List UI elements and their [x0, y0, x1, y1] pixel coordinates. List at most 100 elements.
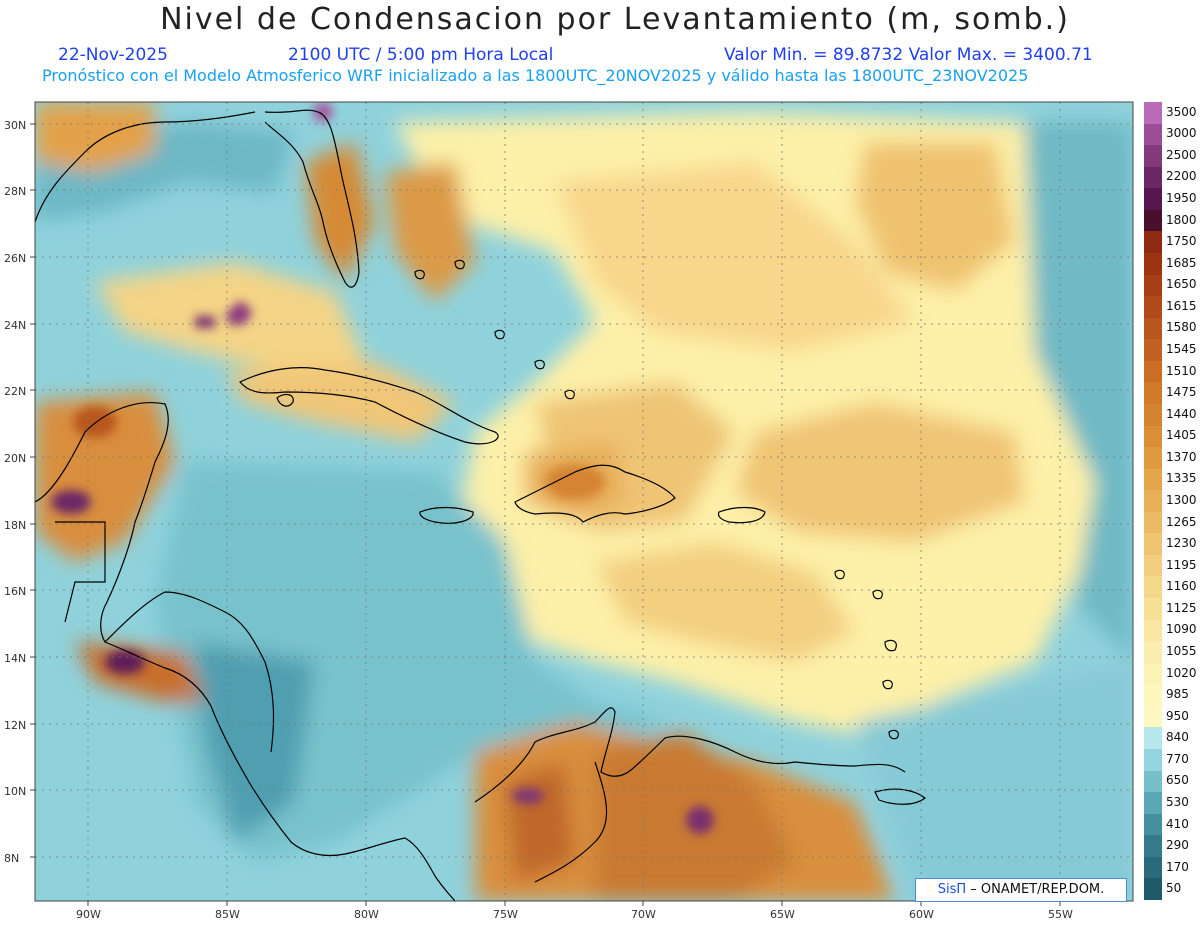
legend-swatch [1144, 123, 1162, 146]
lat-label: 26N [4, 252, 26, 265]
forecast-date: 22-Nov-2025 [58, 45, 168, 65]
legend-label: 1055 [1166, 643, 1197, 658]
lat-label: 8N [4, 852, 19, 865]
credit-org: – ONAMET/REP.DOM. [966, 882, 1105, 897]
legend-label: 290 [1166, 838, 1189, 853]
legend-swatch [1144, 835, 1162, 858]
lat-label: 12N [4, 719, 26, 732]
legend-swatch [1144, 468, 1162, 491]
legend-label: 1020 [1166, 665, 1197, 680]
legend-swatch [1144, 511, 1162, 534]
legend-label: 530 [1166, 794, 1189, 809]
legend-swatch [1144, 856, 1162, 879]
map-title: Nivel de Condensacion por Levantamiento … [160, 2, 1070, 37]
lon-label: 75W [493, 908, 518, 921]
legend-label: 2500 [1166, 147, 1197, 162]
legend-swatch [1144, 102, 1162, 125]
lat-label: 22N [4, 385, 26, 398]
legend-label: 1545 [1166, 342, 1197, 357]
legend-swatch [1144, 425, 1162, 448]
lat-label: 30N [4, 119, 26, 132]
legend-label: 650 [1166, 773, 1189, 788]
lon-label: 60W [909, 908, 934, 921]
legend-swatch [1144, 317, 1162, 340]
legend-label: 1475 [1166, 385, 1197, 400]
legend-swatch [1144, 749, 1162, 772]
color-legend [1144, 102, 1162, 901]
lon-label: 55W [1048, 908, 1073, 921]
legend-swatch [1144, 188, 1162, 211]
legend-swatch [1144, 727, 1162, 750]
legend-swatch [1144, 447, 1162, 470]
legend-swatch [1144, 145, 1162, 168]
legend-swatch [1144, 360, 1162, 383]
axis-frame: 30N 28N 26N 24N 22N 20N 18N 16N 14N 12N … [4, 101, 1134, 921]
legend-swatch [1144, 554, 1162, 577]
legend-label: 1125 [1166, 600, 1197, 615]
lon-label: 90W [76, 908, 101, 921]
legend-swatch [1144, 274, 1162, 297]
legend-label: 1440 [1166, 406, 1197, 421]
legend-label: 1510 [1166, 363, 1197, 378]
legend-label: 1335 [1166, 471, 1197, 486]
legend-swatch [1144, 166, 1162, 189]
lat-label: 24N [4, 319, 26, 332]
lcl-map [35, 102, 1133, 901]
legend-label: 1615 [1166, 298, 1197, 313]
legend-label: 3500 [1166, 104, 1197, 119]
brand-logo: SisΠ [937, 882, 967, 897]
lon-label: 80W [354, 908, 379, 921]
lon-label: 70W [631, 908, 656, 921]
lon-label: 65W [770, 908, 795, 921]
legend-label: 1800 [1166, 212, 1197, 227]
model-info: Pronóstico con el Modelo Atmosferico WRF… [42, 66, 1029, 85]
legend-swatch [1144, 209, 1162, 232]
lat-label: 14N [4, 652, 26, 665]
min-max-values: Valor Min. = 89.8732 Valor Max. = 3400.7… [724, 45, 1093, 65]
legend-swatch [1144, 662, 1162, 685]
legend-swatch [1144, 296, 1162, 319]
legend-label: 1160 [1166, 579, 1197, 594]
lat-label: 18N [4, 519, 26, 532]
legend-label: 3000 [1166, 126, 1197, 141]
legend-label: 985 [1166, 687, 1189, 702]
legend-swatch [1144, 705, 1162, 728]
forecast-time: 2100 UTC / 5:00 pm Hora Local [288, 45, 554, 65]
legend-label: 1195 [1166, 557, 1197, 572]
legend-swatch [1144, 684, 1162, 707]
legend-swatch [1144, 403, 1162, 426]
legend-swatch [1144, 231, 1162, 254]
legend-swatch [1144, 382, 1162, 405]
legend-swatch [1144, 878, 1162, 901]
legend-label: 2200 [1166, 169, 1197, 184]
legend-label: 170 [1166, 859, 1189, 874]
legend-label: 1685 [1166, 255, 1197, 270]
lat-label: 28N [4, 185, 26, 198]
graticule [35, 102, 1133, 901]
legend-swatch [1144, 533, 1162, 556]
legend-swatch [1144, 770, 1162, 793]
hot-spots [51, 102, 714, 834]
legend-swatch [1144, 641, 1162, 664]
legend-label: 1300 [1166, 493, 1197, 507]
legend-swatch [1144, 252, 1162, 276]
legend-label: 1750 [1166, 234, 1197, 249]
legend-label: 1405 [1166, 428, 1197, 443]
lat-label: 20N [4, 452, 26, 465]
legend-label: 1580 [1166, 320, 1197, 335]
lon-label: 85W [215, 908, 240, 921]
legend-label: 1950 [1166, 191, 1197, 206]
legend-swatch [1144, 490, 1162, 513]
legend-swatch [1144, 792, 1162, 815]
legend-swatch [1144, 339, 1162, 362]
legend-label: 770 [1166, 751, 1189, 766]
legend-label: 1265 [1166, 514, 1197, 529]
lat-label: 16N [4, 585, 26, 598]
legend-label: 410 [1166, 816, 1189, 831]
legend-label: 1650 [1166, 277, 1197, 292]
coastlines [35, 109, 926, 901]
legend-swatch [1144, 598, 1162, 621]
credit-box: SisΠ – ONAMET/REP.DOM. [915, 878, 1127, 902]
legend-swatch [1144, 619, 1162, 642]
legend-label: 1370 [1166, 449, 1197, 464]
